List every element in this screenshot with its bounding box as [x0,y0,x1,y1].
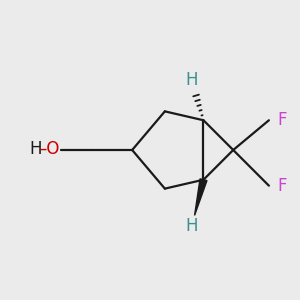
Text: F: F [278,111,287,129]
Text: –O: –O [38,140,60,158]
Text: H: H [29,140,42,158]
Text: H: H [185,217,198,235]
Polygon shape [195,179,207,215]
Text: F: F [278,177,287,195]
Text: H: H [185,71,198,89]
